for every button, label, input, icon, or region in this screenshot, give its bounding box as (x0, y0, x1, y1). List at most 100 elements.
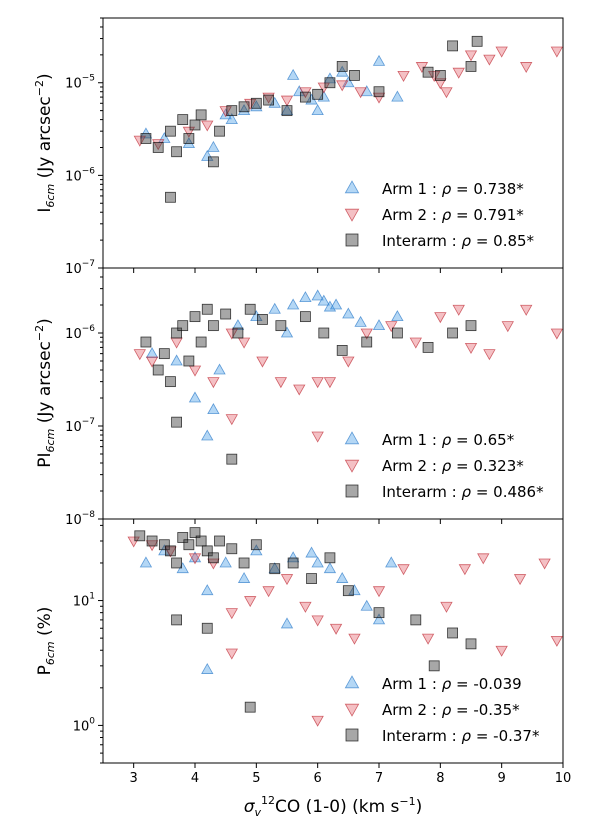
data-point-arm-1 (372, 613, 386, 625)
data-point-interarm (410, 614, 422, 626)
data-point-interarm (220, 308, 232, 320)
data-point-arm-2 (164, 546, 177, 558)
data-point-arm-2 (299, 601, 312, 613)
y-tick-label: 10−6 (65, 324, 95, 342)
data-point-interarm (177, 320, 189, 332)
data-point-arm-1 (139, 127, 153, 139)
legend-entry: Arm 1 : ρ = -0.039 (382, 675, 522, 693)
data-point-arm-1 (311, 556, 324, 568)
data-point-arm-2 (458, 564, 472, 576)
data-point-arm-1 (170, 354, 183, 366)
data-point-interarm (140, 133, 152, 144)
data-point-interarm (465, 320, 477, 332)
data-point-arm-2 (440, 87, 453, 99)
data-point-arm-1 (372, 319, 386, 331)
data-point-interarm (171, 146, 183, 158)
data-point-interarm (177, 114, 189, 126)
legend-entry: Interarm : ρ = 0.85* (382, 232, 535, 250)
data-point-arm-2 (477, 553, 490, 565)
data-point-arm-2 (311, 615, 324, 627)
data-point-arm-2 (372, 586, 386, 598)
data-point-interarm (201, 303, 213, 315)
x-tick-label: 7 (375, 771, 383, 786)
legend-entry: Arm 1 : ρ = 0.738* (382, 180, 524, 198)
data-point-arm-2 (354, 87, 367, 99)
data-point-arm-2 (311, 377, 324, 389)
data-point-interarm (171, 614, 183, 626)
data-point-interarm (158, 539, 170, 551)
data-point-arm-2 (293, 384, 306, 396)
data-point-arm-1 (286, 68, 300, 80)
data-point-interarm (428, 660, 440, 672)
x-tick-label: 10 (555, 771, 572, 786)
data-point-interarm (165, 191, 176, 203)
data-point-interarm (447, 327, 459, 339)
data-point-interarm (447, 627, 459, 639)
data-point-arm-2 (550, 46, 564, 58)
data-point-arm-2 (311, 715, 324, 727)
data-point-arm-1 (201, 584, 214, 596)
data-point-arm-2 (225, 608, 238, 620)
data-point-arm-2 (262, 92, 275, 104)
data-point-arm-2 (464, 50, 478, 62)
data-point-arm-1 (280, 104, 294, 116)
data-point-arm-1 (385, 556, 398, 568)
data-point-interarm (165, 125, 176, 137)
panel-3-frame (102, 518, 564, 764)
legend-marker (344, 703, 360, 717)
data-point-interarm (257, 314, 268, 325)
data-point-interarm (232, 327, 244, 339)
data-point-arm-1 (207, 403, 220, 415)
data-point-interarm (158, 348, 170, 360)
data-point-arm-1 (311, 104, 324, 116)
data-point-arm-1 (201, 149, 214, 161)
data-point-arm-2 (133, 135, 146, 147)
data-point-arm-2 (440, 601, 453, 613)
data-point-arm-1 (348, 584, 361, 596)
data-point-interarm (177, 532, 189, 543)
data-point-arm-2 (274, 377, 288, 389)
y-tick-label: 10−6 (65, 166, 95, 184)
data-point-arm-2 (244, 596, 257, 608)
data-point-arm-1 (139, 556, 153, 568)
data-point-interarm (250, 539, 262, 551)
data-point-interarm (195, 336, 207, 348)
data-point-arm-1 (299, 291, 312, 303)
data-point-arm-1 (280, 326, 294, 338)
data-point-interarm (336, 345, 348, 356)
data-point-interarm (140, 336, 152, 348)
data-point-arm-2 (495, 46, 508, 58)
legend-marker (344, 431, 360, 445)
data-point-interarm (214, 535, 225, 547)
data-point-interarm (146, 535, 158, 547)
data-point-arm-2 (397, 71, 410, 82)
data-point-interarm (434, 70, 446, 81)
data-point-interarm (361, 336, 373, 348)
data-point-interarm (201, 622, 213, 634)
y-tick-label: 100 (73, 716, 96, 734)
y-axis-label-1: I6cm (Jy arcsec−2) (33, 73, 57, 212)
data-point-interarm (238, 101, 250, 113)
data-point-interarm (244, 303, 256, 315)
data-point-interarm (324, 77, 336, 89)
data-point-arm-2 (311, 431, 324, 443)
data-point-interarm (299, 311, 311, 323)
data-point-arm-2 (188, 553, 202, 565)
data-point-arm-2 (225, 648, 238, 660)
data-point-arm-2 (360, 328, 373, 340)
data-point-interarm (207, 552, 219, 564)
data-point-arm-2 (127, 536, 140, 548)
legend-marker (345, 728, 359, 742)
data-point-arm-1 (219, 108, 232, 120)
data-point-interarm (165, 545, 176, 557)
data-point-arm-2 (550, 635, 564, 647)
data-point-arm-1 (311, 289, 324, 301)
data-point-arm-1 (372, 54, 386, 66)
data-point-arm-1 (286, 298, 300, 310)
data-point-arm-2 (428, 71, 441, 82)
data-point-interarm (318, 327, 330, 339)
legend-marker (344, 675, 360, 689)
legend-marker (344, 208, 360, 222)
data-point-interarm (183, 355, 195, 367)
data-point-arm-1 (305, 546, 318, 558)
